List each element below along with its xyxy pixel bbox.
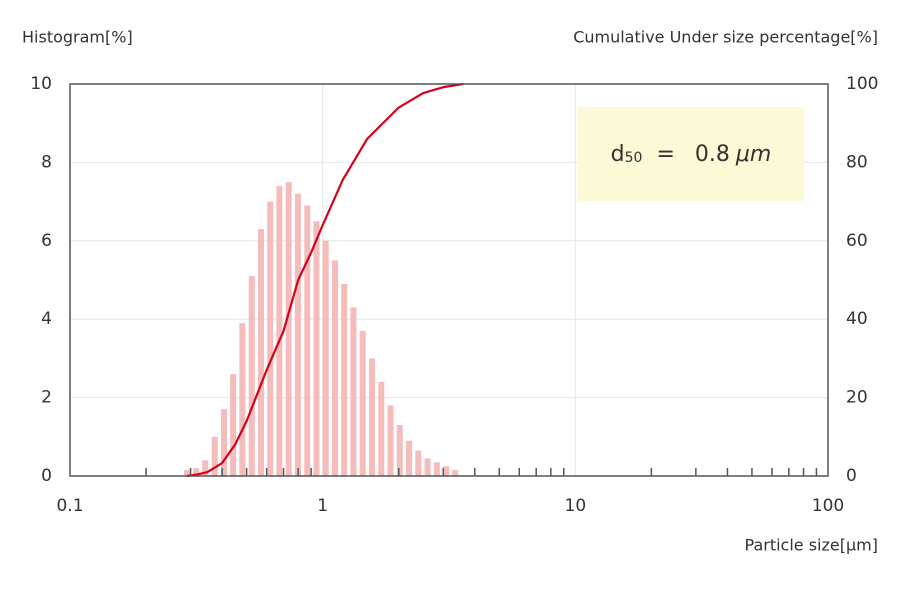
bar [406, 440, 413, 476]
annotation: d50 = 0.8 μm [611, 142, 772, 167]
bar [257, 229, 264, 476]
bar [248, 276, 255, 476]
x-tick-label: 10 [565, 496, 587, 516]
bar [387, 405, 394, 476]
bar [350, 307, 357, 476]
bar [396, 425, 403, 476]
bar [424, 458, 431, 476]
annotation-subscript: 50 [625, 150, 643, 166]
y-tick-label: 6 [41, 231, 52, 251]
y2-tick-label: 60 [846, 231, 868, 251]
annotation-unit: μm [735, 142, 771, 167]
bar [452, 470, 459, 476]
y-tick-label: 10 [30, 74, 52, 94]
y-tick-label: 0 [41, 466, 52, 486]
annotation-box [578, 107, 804, 201]
bar [294, 193, 301, 476]
bar [322, 240, 329, 476]
bar [230, 374, 237, 476]
plot-frame [69, 83, 829, 477]
bar [183, 470, 190, 476]
y2-tick-label: 40 [846, 309, 868, 329]
bar [415, 450, 422, 476]
bar [276, 185, 283, 477]
annotation-relation: = [656, 142, 674, 167]
bar [285, 182, 292, 476]
x-axis-title: Particle size[μm] [745, 536, 878, 555]
annotation-value: 0.8 [695, 142, 730, 167]
bar [193, 468, 200, 476]
y2-axis-title: Cumulative Under size percentage[%] [573, 28, 878, 47]
y2-tick-label: 80 [846, 152, 868, 172]
y2-tick-label: 0 [846, 466, 857, 486]
y-tick-label: 4 [41, 309, 52, 329]
bar [378, 381, 385, 476]
y2-tick-label: 20 [846, 388, 868, 408]
bar [221, 409, 228, 476]
bar [332, 260, 339, 476]
bar [443, 466, 450, 476]
annotation-symbol: d [611, 142, 625, 167]
bar [304, 205, 311, 476]
bar [341, 283, 348, 476]
y2-tick-label: 100 [846, 74, 878, 94]
y-axis-title: Histogram[%] [22, 28, 133, 47]
cumulative-line [186, 82, 464, 478]
bar [239, 323, 246, 476]
bar [369, 358, 376, 476]
bar [433, 462, 440, 476]
y-tick-label: 8 [41, 152, 52, 172]
bar [211, 436, 218, 476]
bar [359, 330, 366, 476]
x-tick-label: 0.1 [56, 496, 83, 516]
bar [313, 221, 320, 476]
bar [202, 460, 209, 476]
x-tick-label: 100 [812, 496, 844, 516]
y-tick-label: 2 [41, 388, 52, 408]
bar [267, 201, 274, 476]
x-tick-label: 1 [317, 496, 328, 516]
